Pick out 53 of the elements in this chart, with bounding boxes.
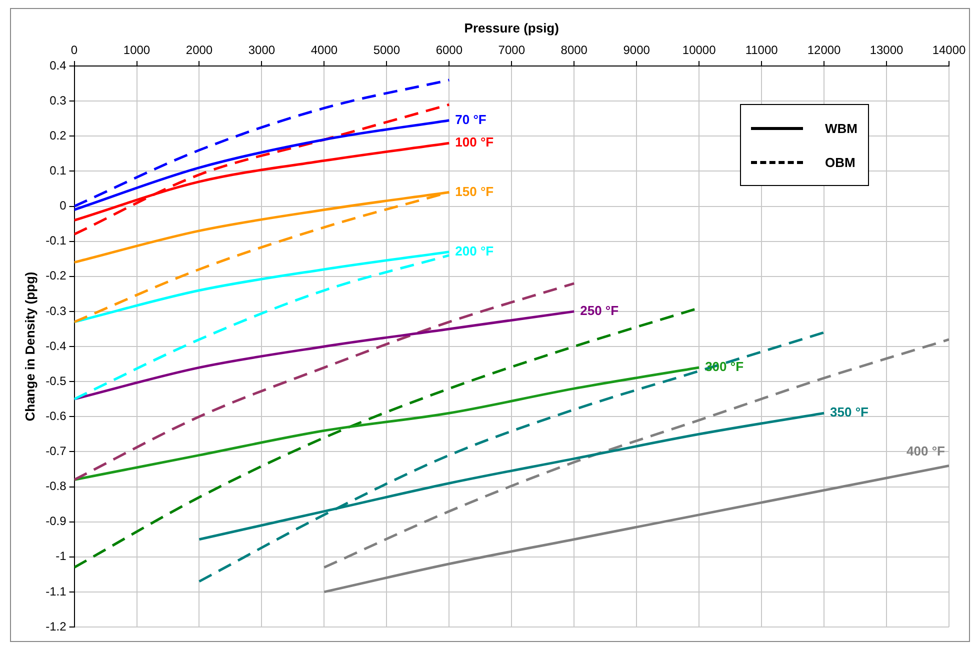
y-tick-label: -0.8 [46,479,67,494]
style-key: WBM OBM [740,104,868,186]
y-tick-label: -0.7 [46,444,67,458]
line-series [322,464,949,594]
x-tick-label: 3000 [248,43,276,58]
series-label: 70 °F [455,112,486,127]
y-tick-label: -0.4 [46,338,67,353]
x-tick-label: 11000 [745,43,778,58]
line-series [74,103,450,236]
series-label: 100 °F [455,134,494,150]
x-tick-label: 13000 [870,43,904,58]
y-tick-label: 0.3 [50,93,67,108]
x-tick-label: 4000 [310,43,338,58]
annotation: OBM [825,154,856,170]
x-tick-label: 1000 [123,43,150,58]
line-series [74,310,576,400]
series-label: 200 °F [455,243,494,258]
x-tick-label: 0 [70,43,78,58]
x-tick-label: 9000 [623,43,650,58]
y-tick-label: -1 [56,549,67,564]
y-tick-label: 0.4 [50,58,67,72]
series-label: 250 °F [580,303,619,318]
series-label: 400 °F [906,443,946,458]
x-tick-label: 12000 [807,43,842,58]
x-tick-label: 10000 [682,43,716,58]
series-label: 150 °F [455,184,494,199]
x-tick-label: 7000 [498,43,526,58]
y-tick-label: 0.1 [50,164,67,178]
line-series [198,331,826,583]
y-tick-label: -1.1 [46,584,67,598]
series-label: 350 °F [830,404,869,420]
x-tick-label: 2000 [186,43,213,58]
y-tick-label: -0.5 [46,374,67,388]
x-tick-label: 6000 [436,43,463,58]
annotation: WBM [825,120,858,136]
y-tick-label: -0.2 [46,268,67,283]
x-tick-label: 5000 [373,43,400,58]
line-series [74,366,700,481]
line-series [74,254,450,400]
line-series [322,338,949,569]
y-axis-title: Change in Density (ppg) [22,272,38,422]
y-tick-label: 0 [60,198,67,213]
y-tick-label: -0.3 [46,304,67,318]
line-series [74,282,576,481]
y-tick-label: 0.2 [50,128,67,142]
y-tick-label: -0.1 [46,234,67,248]
x-tick-label: 8000 [560,43,588,58]
y-tick-label: -0.6 [46,408,67,423]
y-tick-label: -1.2 [46,619,67,634]
line-series [74,78,450,208]
x-tick-label: 14000 [932,43,966,58]
y-tick-label: -0.9 [46,514,67,528]
x-axis-title: Pressure (psig) [464,20,559,36]
